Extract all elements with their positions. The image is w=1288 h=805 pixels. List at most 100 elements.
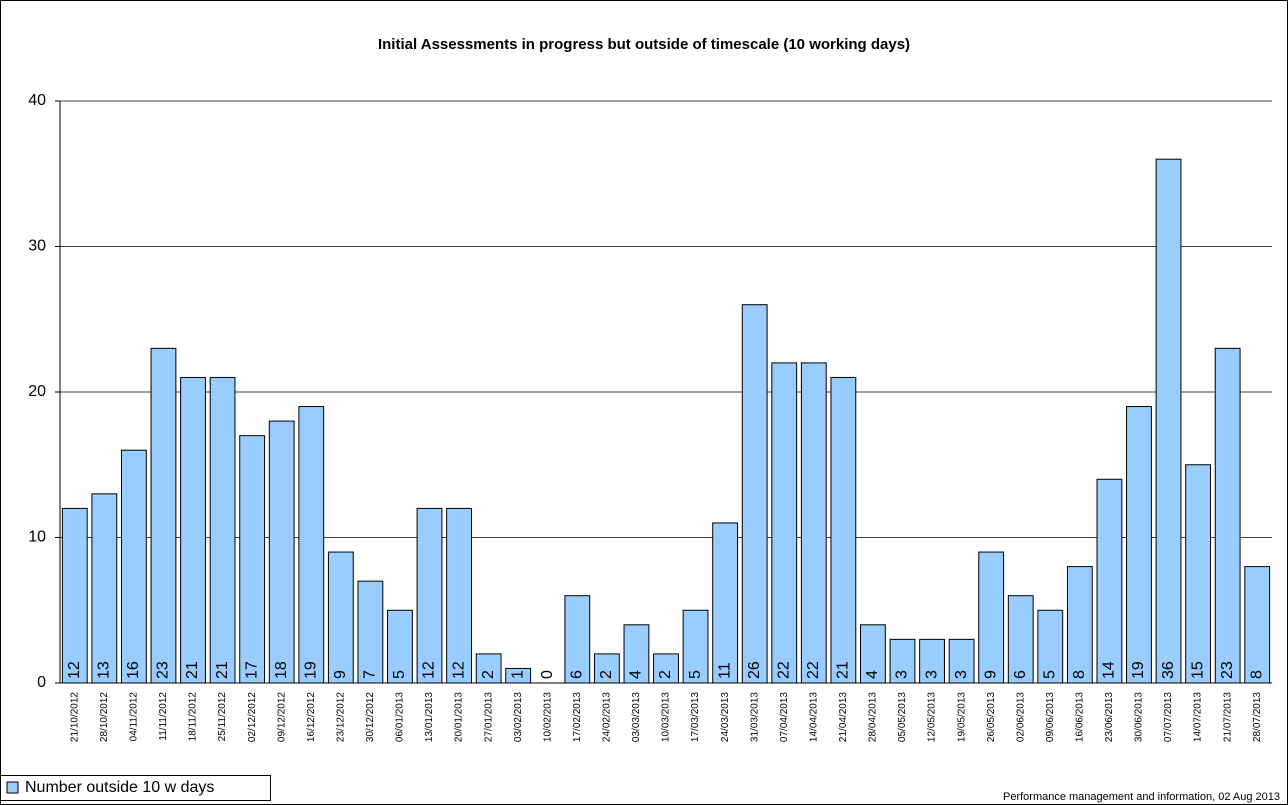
x-tick-label: 17/03/2013 — [690, 692, 701, 742]
value-label: 6 — [569, 670, 586, 679]
value-label: 26 — [746, 661, 763, 679]
bar — [298, 406, 325, 684]
legend-box — [0, 775, 271, 801]
value-label: 21 — [214, 661, 231, 679]
x-tick-label: 07/07/2013 — [1163, 692, 1174, 742]
value-label: 19 — [1130, 661, 1147, 679]
value-label: 15 — [1189, 661, 1206, 679]
x-tick-label: 04/11/2012 — [129, 692, 140, 742]
value-label: 13 — [96, 661, 113, 679]
value-label: 12 — [66, 661, 83, 679]
x-tick-label: 10/03/2013 — [661, 692, 672, 742]
value-label: 3 — [953, 670, 970, 679]
bar — [120, 449, 147, 684]
value-label: 4 — [864, 670, 881, 679]
x-tick-label: 31/03/2013 — [749, 692, 760, 742]
value-label: 12 — [421, 661, 438, 679]
bar — [475, 653, 502, 684]
value-label: 14 — [1101, 661, 1118, 679]
bar — [653, 653, 679, 684]
x-tick-label: 20/01/2013 — [454, 692, 465, 742]
x-tick-label: 28/10/2012 — [99, 692, 110, 742]
value-label: 0 — [539, 670, 556, 679]
chart-title: Initial Assessments in progress but outs… — [378, 36, 910, 53]
x-tick-label: 30/06/2013 — [1134, 692, 1145, 742]
x-tick-label: 23/12/2012 — [335, 692, 346, 742]
bar — [741, 304, 768, 684]
bar — [1096, 478, 1123, 684]
x-tick-label: 28/07/2013 — [1252, 692, 1263, 742]
x-tick-label: 21/10/2012 — [69, 692, 80, 742]
x-tick-label: 19/05/2013 — [956, 692, 967, 742]
y-tick-label: 30 — [28, 238, 46, 255]
legend-swatch — [6, 781, 19, 794]
x-tick-label: 14/07/2013 — [1193, 692, 1204, 742]
value-label: 8 — [1071, 670, 1088, 679]
x-tick-label: 06/01/2013 — [395, 692, 406, 742]
bar — [712, 522, 739, 684]
bar — [91, 493, 118, 684]
value-label: 5 — [1042, 670, 1059, 679]
value-label: 22 — [775, 661, 792, 679]
bar — [800, 362, 827, 684]
value-label: 6 — [1012, 670, 1029, 679]
y-tick-label: 10 — [28, 529, 46, 546]
x-tick-label: 16/12/2012 — [306, 692, 317, 742]
value-label: 12 — [450, 661, 467, 679]
value-label: 5 — [391, 670, 408, 679]
bar — [1155, 158, 1182, 684]
value-label: 11 — [716, 662, 733, 679]
x-tick-label: 27/01/2013 — [483, 692, 494, 742]
bar — [387, 609, 413, 684]
x-tick-label: 30/12/2012 — [365, 692, 376, 742]
bar — [327, 551, 354, 684]
value-label: 4 — [628, 670, 645, 679]
x-tick-label: 12/05/2013 — [927, 692, 938, 742]
x-tick-label: 28/04/2013 — [868, 692, 879, 742]
bar — [860, 624, 886, 684]
bar — [1007, 595, 1034, 684]
value-label: 8 — [1248, 670, 1265, 679]
x-tick-label: 13/01/2013 — [424, 692, 435, 742]
x-tick-label: 24/02/2013 — [602, 692, 613, 742]
value-label: 9 — [982, 670, 999, 679]
bar — [1066, 566, 1093, 684]
bar — [978, 551, 1005, 684]
x-tick-label: 23/06/2013 — [1104, 692, 1115, 742]
legend: Number outside 10 w days — [0, 775, 271, 801]
x-tick-label: 02/12/2012 — [247, 692, 258, 742]
value-label: 19 — [302, 661, 319, 679]
bar — [268, 420, 295, 684]
x-tick-label: 10/02/2013 — [542, 692, 553, 742]
value-label: 2 — [480, 670, 497, 679]
value-label: 5 — [687, 670, 704, 679]
x-tick-label: 17/02/2013 — [572, 692, 583, 742]
legend-label: Number outside 10 w days — [25, 779, 214, 796]
bar — [357, 580, 384, 684]
bar — [889, 638, 916, 684]
bar — [1214, 347, 1241, 684]
value-label: 22 — [805, 661, 822, 679]
y-tick-label: 20 — [28, 383, 46, 400]
value-label: 3 — [923, 670, 940, 679]
value-label: 16 — [125, 661, 142, 679]
value-label: 36 — [1160, 661, 1177, 679]
value-label: 18 — [273, 661, 290, 679]
x-tick-label: 09/12/2012 — [276, 692, 287, 742]
bar — [948, 638, 975, 684]
x-tick-label: 18/11/2012 — [188, 692, 199, 742]
bar — [1244, 566, 1271, 684]
x-tick-label: 21/04/2013 — [838, 692, 849, 742]
bar — [239, 435, 266, 684]
x-tick-label: 14/04/2013 — [808, 692, 819, 742]
bar — [416, 507, 443, 684]
value-label: 1 — [509, 670, 526, 679]
footnote: Performance management and information, … — [1003, 791, 1280, 803]
bar — [919, 638, 945, 684]
x-tick-label: 25/11/2012 — [217, 692, 228, 742]
x-tick-label: 24/03/2013 — [720, 692, 731, 742]
bar — [150, 347, 177, 684]
bar — [446, 507, 472, 684]
bar — [209, 376, 236, 684]
x-tick-label: 05/05/2013 — [897, 692, 908, 742]
